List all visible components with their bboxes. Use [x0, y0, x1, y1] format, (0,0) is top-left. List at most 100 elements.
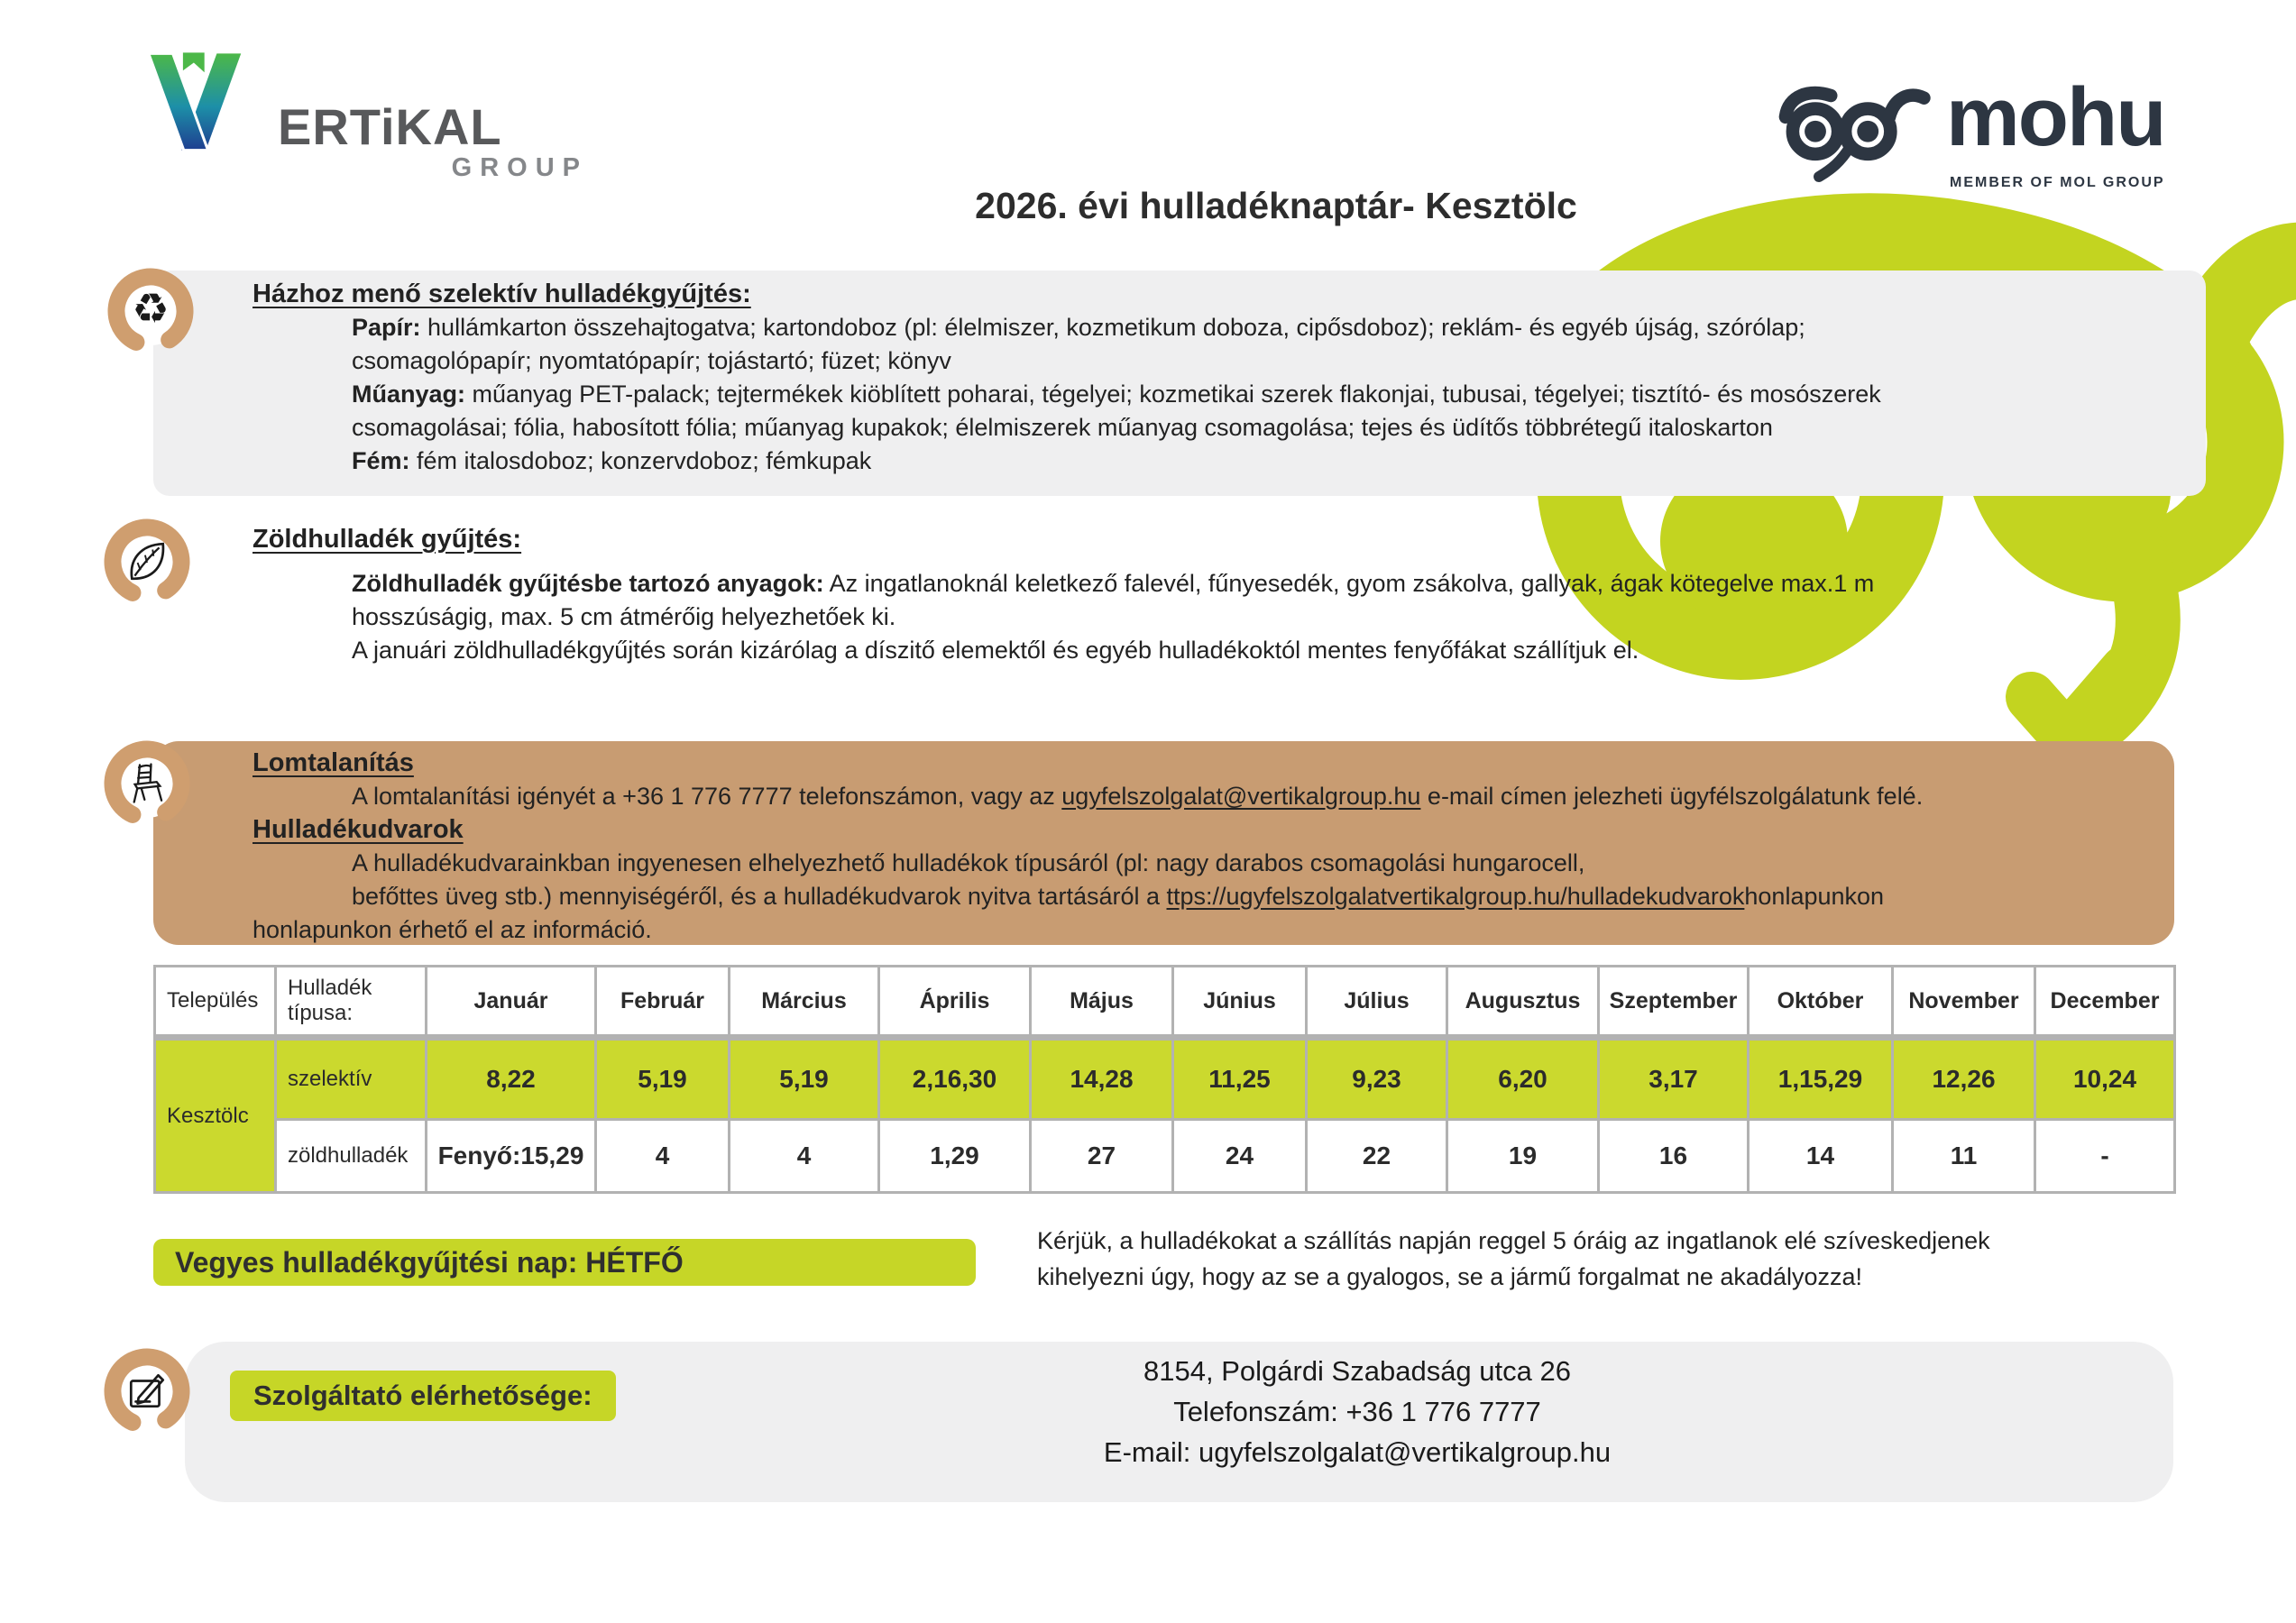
selective-section-title: Házhoz menő szelektív hulladékgyűjtés: — [253, 280, 751, 308]
placement-note-line-1: Kérjük, a hulladékokat a szállítás napjá… — [1037, 1227, 1990, 1254]
calendar-table: Település Hulladék típusa: Január Februá… — [153, 965, 2176, 1194]
settlement-cell: Kesztölc — [153, 1036, 277, 1194]
selective-line-1: Papír: hullámkarton összehajtogatva; kar… — [352, 311, 2206, 344]
vertikal-v-icon — [146, 50, 242, 152]
header-month-february: Február — [594, 965, 730, 1041]
pen-icon — [129, 1373, 165, 1408]
selective-line-5-text: fém italosdoboz; konzervdoboz; fémkupak — [409, 447, 872, 474]
mixed-waste-day-banner: Vegyes hulladékgyűjtési nap: HÉTFŐ — [153, 1239, 976, 1286]
green-value-may: 27 — [1029, 1118, 1174, 1194]
email-link[interactable]: ugyfelszolgalat@vertikalgroup.hu — [1061, 783, 1421, 810]
green-line-1: Zöldhulladék gyűjtésbe tartozó anyagok: … — [352, 567, 2206, 601]
green-line-2-text: hosszúságig, max. 5 cm átmérőig helyezhe… — [352, 603, 896, 630]
header-month-september: Szeptember — [1597, 965, 1750, 1041]
green-line-3: A januári zöldhulladékgyűjtés során kizá… — [352, 634, 2206, 667]
green-section-badge — [101, 516, 193, 608]
selective-section: Házhoz menő szelektív hulladékgyűjtés: P… — [153, 270, 2206, 496]
bulky-line-1-pre: A lomtalanítási igényét a +36 1 776 7777… — [352, 783, 1062, 810]
green-value-mar: 4 — [728, 1118, 880, 1194]
header-month-january: Január — [425, 965, 597, 1041]
bulky-line-3-post: honlapunkon — [1744, 883, 1885, 910]
provider-address: 8154, Polgárdi Szabadság utca 26 — [1143, 1355, 1571, 1387]
selective-line-3-lead: Műanyag: — [352, 381, 466, 408]
provider-email: E-mail: ugyfelszolgalat@vertikalgroup.hu — [1103, 1436, 1612, 1468]
bulky-section: Lomtalanítás A lomtalanítási igényét a +… — [153, 741, 2174, 945]
selective-line-1-text: hullámkarton összehajtogatva; kartondobo… — [420, 314, 1805, 341]
mohu-tagline: MEMBER OF MOL GROUP — [1950, 175, 2165, 190]
selective-line-5: Fém: fém italosdoboz; konzervdoboz; fémk… — [352, 445, 2206, 478]
selective-value-mar: 5,19 — [728, 1036, 880, 1121]
green-value-jul: 22 — [1305, 1118, 1448, 1194]
selective-value-nov: 12,26 — [1891, 1036, 2036, 1121]
green-line-1-text: Az ingatlanoknál keletkező falevél, fűny… — [823, 570, 1875, 597]
header-waste-type: Hulladék típusa: — [274, 965, 427, 1041]
placement-note-line-2: kihelyezni úgy, hogy az se a gyalogos, s… — [1037, 1263, 1863, 1290]
selective-line-3-text: műanyag PET-palack; tejtermékek kiöblíte… — [465, 381, 1881, 408]
bulky-title-hulladekudvarok: Hulladékudvarok — [253, 815, 464, 844]
header-month-december: December — [2034, 965, 2176, 1041]
selective-row: Kesztölc szelektív 8,22 5,19 5,19 2,16,3… — [153, 1036, 2176, 1194]
selective-line-4-text: csomagolásai; fólia, habosított fólia; m… — [352, 414, 1773, 441]
bulky-section-badge — [101, 738, 193, 830]
selective-value-aug: 6,20 — [1446, 1036, 1600, 1121]
green-line-3-text: A januári zöldhulladékgyűjtés során kizá… — [352, 637, 1639, 664]
header-month-august: Augusztus — [1446, 965, 1600, 1041]
selective-value-apr: 2,16,30 — [877, 1036, 1032, 1121]
green-section: Zöldhulladék gyűjtés: Zöldhulladék gyűjt… — [153, 523, 2206, 667]
header-month-may: Május — [1029, 965, 1174, 1041]
bulky-line-2: A hulladékudvarainkban ingyenesen elhely… — [352, 847, 2174, 880]
page-title: 2026. évi hulladéknaptár- Kesztölc — [975, 185, 1577, 226]
bulky-line-3-pre: befőttes üveg stb.) mennyiségéről, és a … — [352, 883, 1167, 910]
mohu-logo: mohu MEMBER OF MOL GROUP — [1778, 71, 2175, 200]
selective-line-4: csomagolásai; fólia, habosított fólia; m… — [352, 411, 2206, 445]
provider-phone: Telefonszám: +36 1 776 7777 — [1173, 1396, 1541, 1427]
header-settlement: Település — [153, 965, 277, 1041]
selective-value-dec: 10,24 — [2034, 1036, 2176, 1121]
selective-value-jul: 9,23 — [1305, 1036, 1448, 1121]
green-value-nov: 11 — [1891, 1118, 2036, 1194]
header-month-june: Június — [1171, 965, 1308, 1041]
selective-line-3: Műanyag: műanyag PET-palack; tejtermékek… — [352, 378, 2206, 411]
selective-value-sep: 3,17 — [1597, 1036, 1750, 1121]
provider-label: Szolgáltató elérhetősége: — [230, 1371, 616, 1421]
header-month-november: November — [1891, 965, 2036, 1041]
hulladekudvarok-url-link[interactable]: ttps://ugyfelszolgalatvertikalgroup.hu/h… — [1166, 883, 1745, 910]
selective-section-badge: ♻ — [105, 265, 197, 357]
vertikal-logo: ERTiKAL GROUP — [105, 43, 610, 188]
waste-type-cell-selective: szelektív — [274, 1036, 427, 1121]
selective-value-may: 14,28 — [1029, 1036, 1174, 1121]
green-line-1-lead: Zöldhulladék gyűjtésbe tartozó anyagok: — [352, 570, 824, 597]
bulky-line-4-text: honlapunkon érhető el az információ. — [253, 916, 652, 943]
vertikal-group-label: GROUP — [451, 153, 588, 182]
vertikal-wordmark: ERTiKAL — [278, 98, 502, 155]
mohu-wordmark: mohu — [1946, 71, 2166, 163]
selective-line-2-text: csomagolópapír; nyomtatópapír; tojástart… — [352, 347, 951, 374]
selective-line-5-lead: Fém: — [352, 447, 410, 474]
header-month-october: Október — [1747, 965, 1894, 1041]
green-value-oct: 14 — [1747, 1118, 1894, 1194]
header-month-july: Július — [1305, 965, 1448, 1041]
selective-value-oct: 1,15,29 — [1747, 1036, 1894, 1121]
provider-address-block: 8154, Polgárdi Szabadság utca 26 Telefon… — [816, 1351, 1898, 1472]
green-value-apr: 1,29 — [877, 1118, 1032, 1194]
green-value-sep: 16 — [1597, 1118, 1750, 1194]
placement-note: Kérjük, a hulladékokat a szállítás napjá… — [1037, 1223, 2209, 1295]
chair-icon — [133, 763, 163, 803]
provider-section-badge — [101, 1345, 193, 1437]
bulky-line-3: befőttes üveg stb.) mennyiségéről, és a … — [352, 880, 2174, 913]
selective-line-2: csomagolópapír; nyomtatópapír; tojástart… — [352, 344, 2206, 378]
green-line-2: hosszúságig, max. 5 cm átmérőig helyezhe… — [352, 601, 2206, 634]
selective-value-jan: 8,22 — [425, 1036, 597, 1121]
green-value-jan: Fenyő:15,29 — [425, 1118, 597, 1194]
bulky-title-lomtalanitas: Lomtalanítás — [253, 748, 414, 777]
bulky-line-4: honlapunkon érhető el az információ. — [253, 913, 2174, 947]
provider-section: Szolgáltató elérhetősége: 8154, Polgárdi… — [185, 1342, 2173, 1502]
greenwaste-row: zöldhulladék Fenyő:15,29 4 4 1,29 27 24 … — [155, 1118, 2176, 1194]
selective-value-jun: 11,25 — [1171, 1036, 1308, 1121]
table-header-row: Település Hulladék típusa: Január Februá… — [153, 965, 2176, 1041]
bulky-line-1-post: e-mail címen jelezheti ügyfélszolgálatun… — [1420, 783, 1924, 810]
header-month-march: Március — [728, 965, 880, 1041]
badge-arc — [104, 1348, 190, 1435]
selective-value-feb: 5,19 — [594, 1036, 730, 1121]
green-value-feb: 4 — [594, 1118, 730, 1194]
